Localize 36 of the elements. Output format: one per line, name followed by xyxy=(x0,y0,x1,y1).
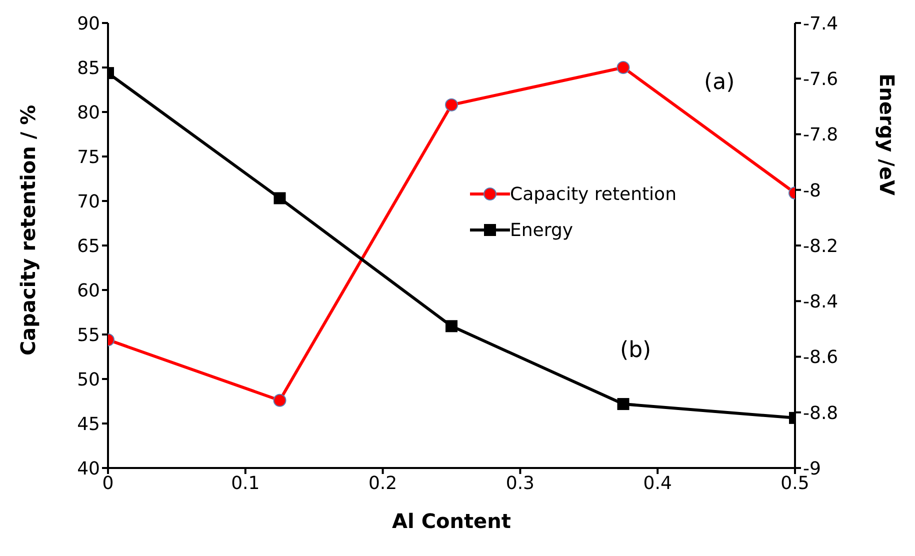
point xyxy=(446,320,458,332)
y-tick-label: 90 xyxy=(77,13,100,34)
y-tick-label: 65 xyxy=(77,236,100,257)
y-tick-label: 55 xyxy=(77,324,100,346)
x-tick-label: 0.2 xyxy=(368,472,398,494)
x-tick-label: 0.4 xyxy=(643,472,672,494)
x-axis-title: Al Content xyxy=(392,509,512,533)
legend-label: Energy xyxy=(510,220,574,240)
y2-tick-label: -7.4 xyxy=(803,13,838,34)
y-tick-label: 80 xyxy=(77,102,100,124)
y-tick-label: 50 xyxy=(77,369,100,390)
y2-axis-title: Energy /eV xyxy=(874,74,899,196)
point xyxy=(445,98,458,112)
y-tick-label: 45 xyxy=(77,414,100,435)
x-tick-label: 0.5 xyxy=(780,472,810,494)
y-tick-label: 40 xyxy=(77,458,100,480)
y2-tick-label: -7.6 xyxy=(803,69,838,90)
y2-tick-label: -8.6 xyxy=(803,347,838,368)
y-tick-label: 85 xyxy=(77,58,100,79)
x-tick-label: 0.1 xyxy=(231,472,260,494)
x-tick-label: 0.3 xyxy=(506,472,535,494)
annotation: (b) xyxy=(620,338,652,363)
y-tick-label: 75 xyxy=(77,146,100,168)
y2-tick-label: -8.4 xyxy=(803,292,838,313)
y-tick-label: 60 xyxy=(77,280,100,302)
y2-tick-label: -8.2 xyxy=(803,236,838,257)
y2-tick-label: -8 xyxy=(803,180,821,202)
y2-tick-label: -7.8 xyxy=(803,124,838,146)
x-tick-label: 0 xyxy=(102,472,114,494)
annotation: (a) xyxy=(704,70,735,95)
legend-label: Capacity retention xyxy=(510,184,676,204)
point xyxy=(274,192,286,204)
y-tick-label: 70 xyxy=(77,191,100,212)
y2-tick-label: -8.8 xyxy=(803,402,838,424)
y-axis-title: Capacity retention / % xyxy=(16,104,40,356)
point xyxy=(617,398,630,410)
